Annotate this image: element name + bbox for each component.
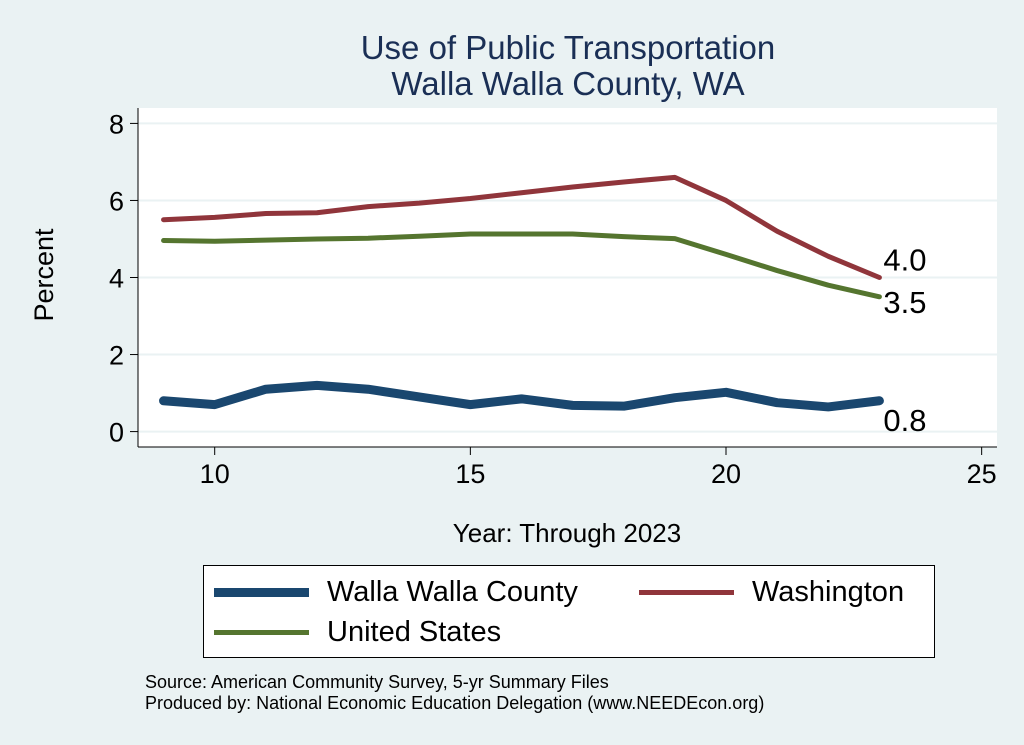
- legend-label-walla-walla: Walla Walla County: [327, 576, 578, 608]
- series-line-washington: [161, 174, 882, 280]
- y-tick-label-4: 4: [109, 264, 124, 294]
- legend-swatch-washington: [639, 590, 734, 595]
- end-label-washington: 4.0: [883, 243, 926, 278]
- source-note: Source: American Community Survey, 5-yr …: [145, 672, 609, 692]
- legend-item-united-states: United States: [214, 616, 501, 649]
- series-line-walla-walla-county: [159, 380, 884, 412]
- x-tick-label-15: 15: [455, 459, 485, 489]
- x-tick-label-10: 10: [200, 459, 230, 489]
- y-tick-label-2: 2: [109, 341, 124, 371]
- line-chart: 0 2 4 6 8 10 15 20 25 0.8 4.0 3.5 Percent Year: Th…: [29, 108, 997, 548]
- y-axis-label: Percent: [29, 228, 59, 322]
- end-labels: 0.8 4.0 3.5: [883, 243, 926, 438]
- end-label-united-states: 3.5: [883, 285, 926, 320]
- producer-note: Produced by: National Economic Education…: [145, 693, 765, 713]
- x-tick-label-20: 20: [711, 459, 741, 489]
- legend-label-washington: Washington: [752, 576, 905, 608]
- x-axis-label: Year: Through 2023: [453, 518, 681, 548]
- y-tick-label-6: 6: [109, 186, 124, 216]
- x-tick-label-25: 25: [967, 459, 997, 489]
- y-tick-label-8: 8: [109, 109, 124, 139]
- legend-item-walla-walla: Walla Walla County: [214, 576, 578, 609]
- legend-swatch-walla-walla: [214, 588, 309, 597]
- legend-swatch-united-states: [214, 630, 309, 635]
- legend-label-united-states: United States: [327, 616, 502, 648]
- end-label-walla-walla-county: 0.8: [883, 403, 926, 438]
- grid-lines: [138, 122, 997, 433]
- series-line-united-states: [161, 231, 882, 300]
- chart-title-line-2: Walla Walla County, WA: [391, 65, 745, 102]
- chart-title-line-1: Use of Public Transportation: [360, 29, 776, 66]
- legend-item-washington: Washington: [639, 576, 904, 609]
- legend: Walla Walla County Washington United Sta…: [203, 565, 935, 658]
- y-tick-label-0: 0: [109, 418, 124, 448]
- axes: 0 2 4 6 8 10 15 20 25: [109, 108, 997, 489]
- series-lines: [159, 174, 884, 412]
